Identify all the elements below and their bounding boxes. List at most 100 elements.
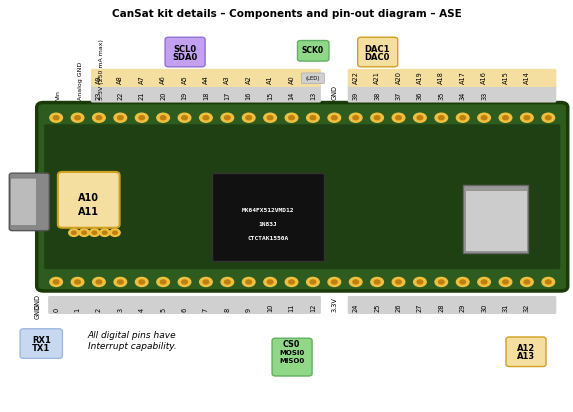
Text: CTCTAK1550A: CTCTAK1550A bbox=[247, 236, 288, 241]
Text: 31: 31 bbox=[503, 303, 508, 311]
Text: 21: 21 bbox=[139, 92, 145, 100]
Circle shape bbox=[332, 116, 337, 120]
Text: 30: 30 bbox=[481, 303, 487, 311]
Circle shape bbox=[438, 280, 444, 284]
Text: SCK0: SCK0 bbox=[302, 46, 324, 55]
Circle shape bbox=[285, 277, 298, 286]
Text: A17: A17 bbox=[460, 72, 466, 84]
Text: A9: A9 bbox=[96, 76, 102, 84]
FancyBboxPatch shape bbox=[348, 69, 556, 87]
Circle shape bbox=[182, 116, 187, 120]
Circle shape bbox=[478, 113, 490, 122]
Text: RX1: RX1 bbox=[32, 336, 51, 345]
Circle shape bbox=[100, 229, 110, 236]
Circle shape bbox=[545, 116, 551, 120]
Text: 3: 3 bbox=[117, 307, 123, 311]
Circle shape bbox=[89, 229, 100, 236]
Text: A4: A4 bbox=[203, 76, 209, 84]
Text: A20: A20 bbox=[395, 71, 402, 84]
Text: 24: 24 bbox=[353, 303, 359, 311]
Circle shape bbox=[139, 116, 144, 120]
Text: A7: A7 bbox=[139, 76, 145, 84]
FancyBboxPatch shape bbox=[20, 329, 62, 358]
FancyBboxPatch shape bbox=[348, 84, 556, 103]
Circle shape bbox=[503, 280, 508, 284]
Circle shape bbox=[203, 116, 209, 120]
Text: 1: 1 bbox=[74, 307, 81, 311]
Circle shape bbox=[457, 277, 469, 286]
Text: 33: 33 bbox=[481, 92, 487, 100]
FancyBboxPatch shape bbox=[37, 103, 568, 291]
Circle shape bbox=[371, 113, 383, 122]
Text: 15: 15 bbox=[267, 92, 273, 100]
Bar bbox=[462, 185, 528, 253]
Circle shape bbox=[69, 229, 79, 236]
FancyBboxPatch shape bbox=[9, 173, 49, 231]
Text: A11: A11 bbox=[79, 207, 99, 217]
Text: DAC1: DAC1 bbox=[364, 44, 390, 54]
Circle shape bbox=[457, 113, 469, 122]
Text: A12: A12 bbox=[517, 344, 535, 353]
Circle shape bbox=[350, 277, 362, 286]
Text: 18: 18 bbox=[203, 92, 209, 100]
Circle shape bbox=[542, 277, 555, 286]
Text: All digital pins have: All digital pins have bbox=[88, 331, 176, 340]
Circle shape bbox=[225, 280, 230, 284]
Text: 28: 28 bbox=[438, 303, 444, 311]
Circle shape bbox=[438, 116, 444, 120]
FancyBboxPatch shape bbox=[165, 37, 205, 67]
Circle shape bbox=[71, 277, 84, 286]
Circle shape bbox=[50, 277, 62, 286]
Text: 34: 34 bbox=[460, 92, 466, 100]
Circle shape bbox=[289, 280, 295, 284]
Circle shape bbox=[310, 280, 316, 284]
Text: 29: 29 bbox=[460, 303, 466, 311]
Text: 3.3V (250 mA max): 3.3V (250 mA max) bbox=[99, 39, 104, 100]
Circle shape bbox=[225, 116, 230, 120]
Circle shape bbox=[178, 277, 191, 286]
Text: 27: 27 bbox=[417, 303, 423, 311]
Circle shape bbox=[157, 113, 170, 122]
Text: 32: 32 bbox=[524, 303, 530, 311]
Circle shape bbox=[113, 231, 117, 234]
Circle shape bbox=[242, 277, 255, 286]
Text: 14: 14 bbox=[289, 92, 295, 100]
Circle shape bbox=[353, 116, 359, 120]
Circle shape bbox=[246, 280, 252, 284]
Circle shape bbox=[393, 277, 405, 286]
Circle shape bbox=[160, 116, 166, 120]
Circle shape bbox=[96, 280, 102, 284]
Text: 0: 0 bbox=[53, 307, 59, 311]
Circle shape bbox=[71, 113, 84, 122]
Circle shape bbox=[246, 116, 252, 120]
Circle shape bbox=[79, 229, 89, 236]
Text: A15: A15 bbox=[503, 72, 508, 84]
Text: Analog GND: Analog GND bbox=[77, 62, 83, 100]
Circle shape bbox=[460, 116, 465, 120]
Circle shape bbox=[199, 277, 212, 286]
FancyBboxPatch shape bbox=[48, 296, 321, 314]
Circle shape bbox=[435, 113, 448, 122]
Circle shape bbox=[74, 116, 80, 120]
Circle shape bbox=[524, 116, 529, 120]
Circle shape bbox=[114, 277, 127, 286]
Text: 25: 25 bbox=[374, 303, 380, 311]
FancyBboxPatch shape bbox=[301, 73, 324, 84]
Text: A3: A3 bbox=[224, 76, 230, 84]
Text: 8: 8 bbox=[224, 307, 230, 311]
Circle shape bbox=[285, 113, 298, 122]
Text: 9: 9 bbox=[246, 307, 252, 311]
Text: 13: 13 bbox=[310, 92, 316, 100]
Text: A6: A6 bbox=[160, 76, 166, 84]
Circle shape bbox=[414, 277, 426, 286]
Text: 6: 6 bbox=[182, 307, 187, 311]
Text: A0: A0 bbox=[289, 76, 295, 84]
Text: Vin: Vin bbox=[56, 90, 61, 100]
Text: MISO0: MISO0 bbox=[279, 358, 304, 364]
Circle shape bbox=[135, 277, 148, 286]
Text: CanSat kit details – Components and pin-out diagram – ASE: CanSat kit details – Components and pin-… bbox=[112, 9, 461, 19]
Text: 38: 38 bbox=[374, 92, 380, 100]
Circle shape bbox=[307, 277, 319, 286]
Circle shape bbox=[267, 116, 273, 120]
Text: 39: 39 bbox=[353, 92, 359, 100]
